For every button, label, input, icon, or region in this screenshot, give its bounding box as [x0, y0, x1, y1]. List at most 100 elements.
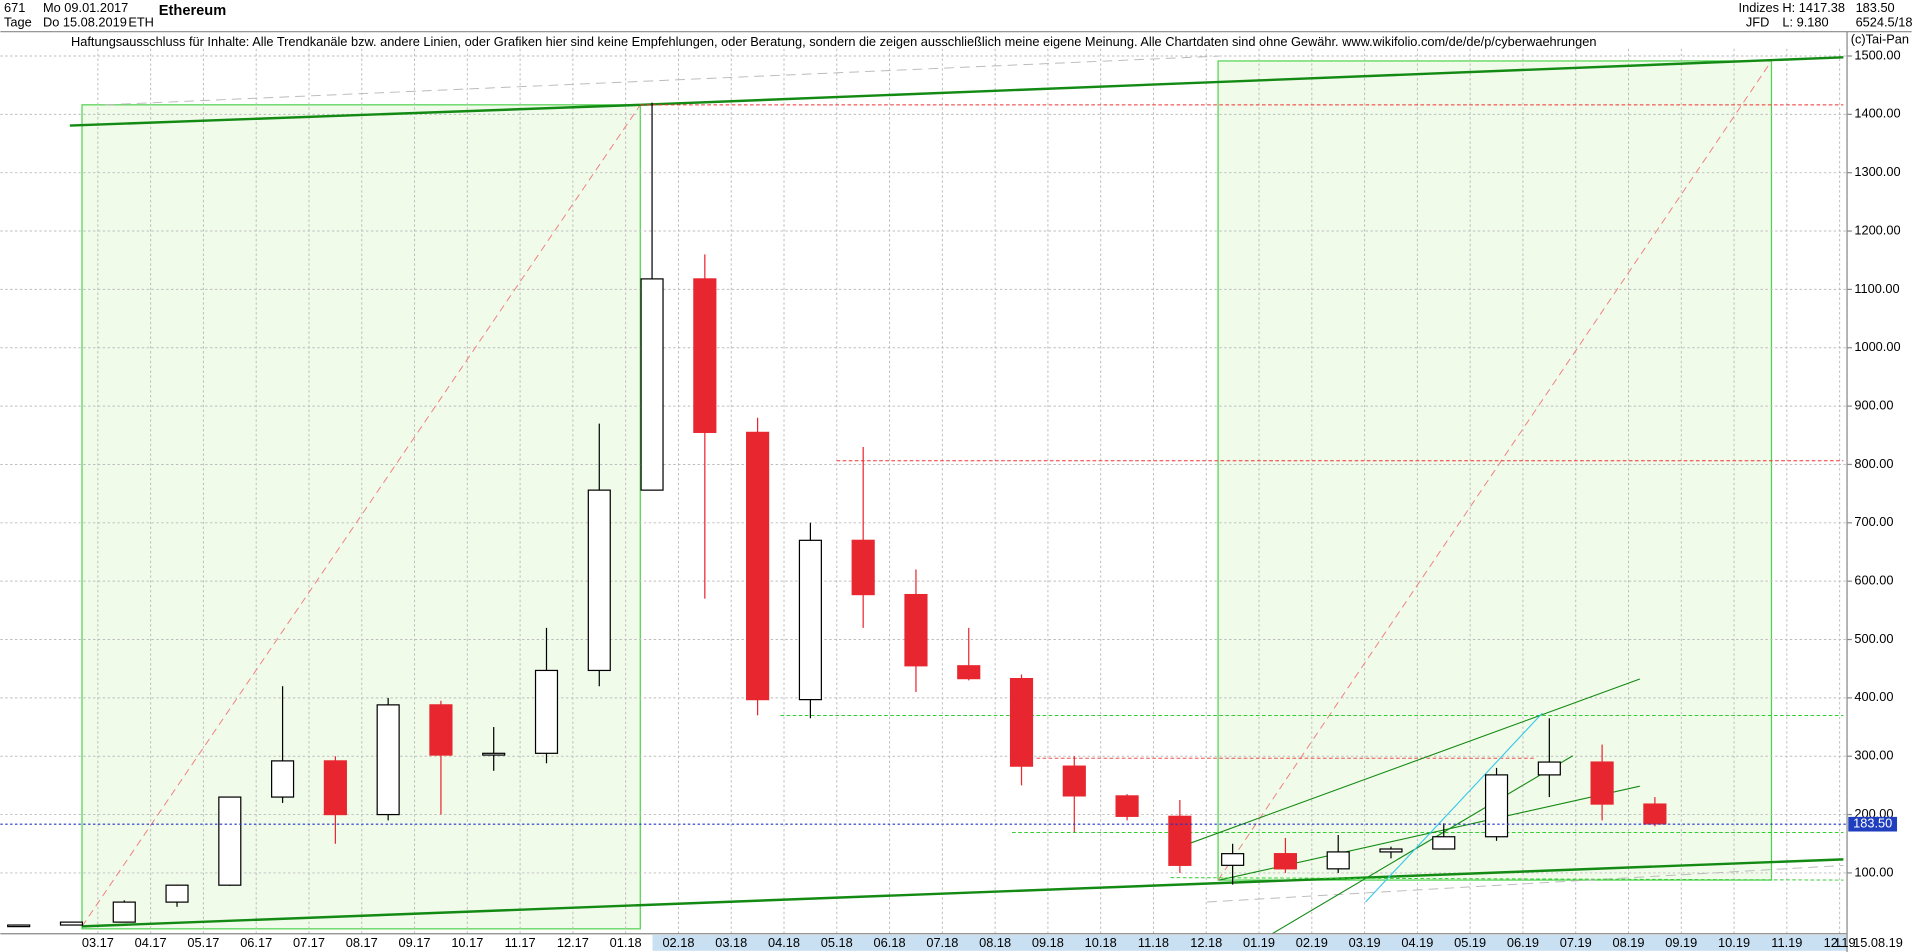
candle-body [640, 278, 664, 491]
x-tick-label: 07.18 [926, 935, 958, 950]
candle-body [1432, 836, 1456, 850]
candle-body [165, 884, 189, 903]
y-tick-label: 700.00 [1854, 514, 1893, 529]
candle-body [1326, 851, 1350, 870]
candle-body [7, 924, 31, 928]
x-tick-label: 08.18 [979, 935, 1011, 950]
x-tick-label: 05.17 [187, 935, 219, 950]
candle-body [746, 431, 770, 701]
x-axis: 15.08.19 L [0, 31, 1903, 952]
y-tick-label: 1400.00 [1854, 106, 1900, 121]
y-tick-label: 600.00 [1854, 573, 1893, 588]
group: Indizes [1739, 0, 1780, 15]
x-tick-label: 08.17 [346, 935, 378, 950]
x-tick-label: 11.17 [505, 935, 536, 950]
y-tick-label: 100.00 [1854, 864, 1893, 879]
disclaimer: Haftungsausschluss für Inhalte: Alle Tre… [71, 34, 1596, 49]
candle-body [59, 921, 84, 926]
header: 671 Mo 09.01.2017 Tage Do 15.08.2019 ETH… [0, 0, 1912, 49]
x-tick-label: 05.18 [821, 935, 853, 950]
candle-body [851, 539, 875, 596]
candle-body [482, 752, 506, 756]
candle-body [534, 669, 559, 754]
candle-body [1168, 815, 1192, 866]
candle-body [1221, 853, 1245, 866]
low: L: 9.180 [1782, 15, 1828, 30]
candle-body [693, 278, 717, 433]
candle-body [271, 760, 295, 798]
x-tick-label: 03.19 [1349, 935, 1381, 950]
end-date: Do 15.08.2019 [43, 15, 127, 30]
x-tick-label: 12.18 [1190, 935, 1222, 950]
x-tick-label: 06.19 [1507, 935, 1539, 950]
count: 671 [4, 0, 25, 15]
y-tick-label: 900.00 [1854, 397, 1893, 412]
y-tick-label: 800.00 [1854, 456, 1893, 471]
x-tick-label: 09.17 [399, 935, 431, 950]
last: 183.50 [1856, 0, 1895, 15]
candle-body [376, 704, 400, 816]
candle-body [1062, 765, 1086, 797]
y-tick-label: 1300.00 [1854, 164, 1900, 179]
x-tick-label: 08.19 [1613, 935, 1645, 950]
candle-body [429, 704, 453, 756]
x-tick-label: 07.19 [1560, 935, 1592, 950]
info: 6524.5/18 [1856, 15, 1912, 30]
candle-body [1273, 853, 1298, 870]
candle-body [1590, 761, 1614, 805]
copyright: (c)Tai-Pan [1851, 32, 1909, 47]
candle-body [1009, 678, 1034, 767]
candle-body [957, 665, 981, 680]
start-date: Mo 09.01.2017 [43, 0, 128, 15]
y-tick-label: 1100.00 [1854, 281, 1899, 296]
x-tick-label: 02.18 [662, 935, 694, 950]
corner-label: L [1836, 935, 1843, 950]
x-tick-label: 11.19 [1771, 935, 1802, 950]
x-tick-label: 01.19 [1243, 935, 1275, 950]
x-tick-label: 05.19 [1454, 935, 1486, 950]
x-tick-label: 01.18 [610, 935, 642, 950]
candle-body [904, 593, 928, 667]
x-tick-label: 10.17 [451, 935, 483, 950]
symbol: ETH [128, 15, 154, 30]
x-tick-label: 04.17 [135, 935, 167, 950]
end-date-label: 15.08.19 [1853, 935, 1903, 950]
y-tick-label: 300.00 [1854, 748, 1893, 763]
y-tick-label: 400.00 [1854, 689, 1893, 704]
candle-body [587, 489, 611, 672]
candle-body [798, 539, 822, 701]
x-tick-label: 09.19 [1665, 935, 1697, 950]
unit: Tage [4, 15, 32, 30]
x-tick-label: 02.19 [1296, 935, 1328, 950]
x-tick-label: 04.18 [768, 935, 800, 950]
candle-body [323, 760, 347, 816]
x-tick-label: 12.19 [1824, 935, 1856, 950]
y-tick-label: 500.00 [1854, 631, 1893, 646]
current-price-label: 183.50 [1853, 816, 1892, 831]
x-tick-label: 11.18 [1138, 935, 1169, 950]
candle-body [1115, 795, 1139, 817]
y-tick-label: 1000.00 [1854, 339, 1900, 354]
x-tick-label: 03.18 [715, 935, 747, 950]
title: Ethereum [159, 3, 226, 19]
y-tick-label: 1200.00 [1854, 222, 1900, 237]
x-tick-label: 07.17 [293, 935, 325, 950]
x-tick-label: 09.18 [1032, 935, 1064, 950]
candle-body [1379, 848, 1403, 853]
current-price-box [1848, 816, 1898, 832]
x-tick-label: 04.19 [1401, 935, 1433, 950]
y-tick-label: 1500.00 [1854, 47, 1900, 62]
candle-body [1484, 774, 1509, 838]
x-tick-label: 06.17 [240, 935, 272, 950]
candle-body [218, 796, 242, 886]
candle-body [1537, 761, 1561, 776]
x-tick-label: 10.19 [1718, 935, 1750, 950]
candle-body [112, 901, 136, 923]
trend-lines [69, 55, 1844, 937]
source: JFD [1746, 15, 1769, 30]
high: H: 1417.38 [1782, 0, 1845, 15]
x-tick-label: 06.18 [874, 935, 906, 950]
x-tick-label: 03.17 [82, 935, 114, 950]
x-tick-label: 10.18 [1085, 935, 1117, 950]
